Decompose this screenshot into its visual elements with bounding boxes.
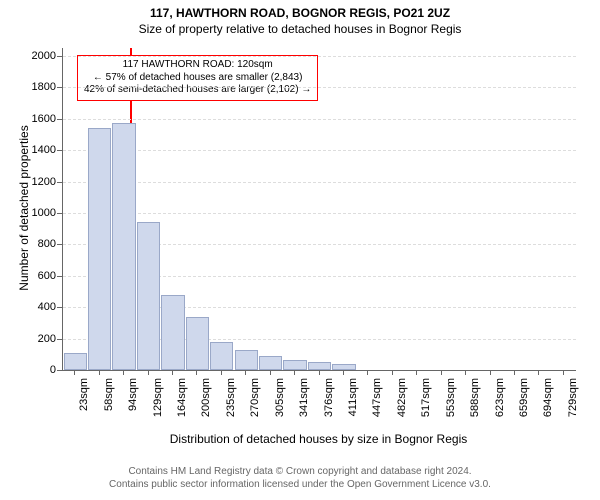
ytick-label: 1800: [16, 81, 56, 93]
ytick-mark: [57, 307, 62, 308]
ytick-mark: [57, 339, 62, 340]
xtick-label: 623sqm: [494, 378, 506, 418]
bar: [88, 128, 111, 370]
ytick-mark: [57, 244, 62, 245]
chart-container: 117, HAWTHORN ROAD, BOGNOR REGIS, PO21 2…: [0, 0, 600, 500]
xtick-label: 447sqm: [371, 378, 383, 418]
ytick-label: 400: [16, 301, 56, 313]
gridline: [63, 56, 576, 57]
xtick-label: 305sqm: [274, 378, 286, 418]
annotation-line2: ← 57% of detached houses are smaller (2,…: [84, 72, 311, 85]
plot-area: 117 HAWTHORN ROAD: 120sqm ← 57% of detac…: [62, 48, 576, 371]
xtick-mark: [172, 370, 173, 375]
ytick-mark: [57, 87, 62, 88]
xtick-mark: [123, 370, 124, 375]
ytick-label: 1000: [16, 207, 56, 219]
bar: [161, 295, 184, 370]
xtick-label: 341sqm: [298, 378, 310, 418]
bar: [235, 350, 258, 370]
ytick-mark: [57, 276, 62, 277]
xtick-mark: [196, 370, 197, 375]
gridline: [63, 87, 576, 88]
xtick-mark: [563, 370, 564, 375]
xtick-label: 482sqm: [396, 378, 408, 418]
bar: [308, 362, 331, 370]
xtick-label: 94sqm: [127, 378, 139, 418]
ytick-label: 800: [16, 238, 56, 250]
x-axis-label: Distribution of detached houses by size …: [62, 432, 575, 446]
ytick-label: 0: [16, 364, 56, 376]
xtick-mark: [270, 370, 271, 375]
xtick-mark: [319, 370, 320, 375]
xtick-mark: [294, 370, 295, 375]
xtick-label: 694sqm: [542, 378, 554, 418]
footer-line1: Contains HM Land Registry data © Crown c…: [0, 466, 600, 479]
gridline: [63, 182, 576, 183]
annotation-box: 117 HAWTHORN ROAD: 120sqm ← 57% of detac…: [77, 55, 318, 101]
xtick-mark: [245, 370, 246, 375]
gridline: [63, 119, 576, 120]
xtick-label: 200sqm: [200, 378, 212, 418]
xtick-mark: [99, 370, 100, 375]
xtick-mark: [490, 370, 491, 375]
xtick-mark: [465, 370, 466, 375]
xtick-label: 270sqm: [249, 378, 261, 418]
bar: [112, 123, 135, 370]
xtick-label: 235sqm: [225, 378, 237, 418]
annotation-line3: 42% of semi-detached houses are larger (…: [84, 84, 311, 97]
xtick-mark: [221, 370, 222, 375]
ytick-mark: [57, 370, 62, 371]
xtick-mark: [74, 370, 75, 375]
xtick-label: 129sqm: [152, 378, 164, 418]
ytick-label: 1600: [16, 113, 56, 125]
xtick-mark: [416, 370, 417, 375]
xtick-mark: [514, 370, 515, 375]
bar: [210, 342, 233, 370]
xtick-mark: [392, 370, 393, 375]
xtick-label: 553sqm: [445, 378, 457, 418]
bar: [137, 222, 160, 370]
gridline: [63, 150, 576, 151]
ytick-mark: [57, 56, 62, 57]
ytick-label: 200: [16, 333, 56, 345]
ytick-mark: [57, 213, 62, 214]
footer-attribution: Contains HM Land Registry data © Crown c…: [0, 466, 600, 491]
xtick-label: 517sqm: [420, 378, 432, 418]
ytick-label: 600: [16, 270, 56, 282]
bar: [64, 353, 87, 370]
xtick-label: 23sqm: [78, 378, 90, 418]
xtick-label: 659sqm: [518, 378, 530, 418]
annotation-line1: 117 HAWTHORN ROAD: 120sqm: [84, 59, 311, 72]
ytick-label: 1200: [16, 176, 56, 188]
xtick-mark: [148, 370, 149, 375]
ytick-label: 2000: [16, 50, 56, 62]
bar: [259, 356, 282, 370]
bar: [283, 360, 306, 370]
xtick-mark: [367, 370, 368, 375]
gridline: [63, 213, 576, 214]
xtick-label: 164sqm: [176, 378, 188, 418]
xtick-label: 588sqm: [469, 378, 481, 418]
ytick-mark: [57, 182, 62, 183]
xtick-label: 376sqm: [323, 378, 335, 418]
footer-line2: Contains public sector information licen…: [0, 479, 600, 492]
xtick-label: 411sqm: [347, 378, 359, 418]
ytick-mark: [57, 119, 62, 120]
ytick-label: 1400: [16, 144, 56, 156]
xtick-mark: [343, 370, 344, 375]
bar: [186, 317, 209, 370]
xtick-label: 58sqm: [103, 378, 115, 418]
chart-subtitle: Size of property relative to detached ho…: [0, 20, 600, 36]
ytick-mark: [57, 150, 62, 151]
chart-title: 117, HAWTHORN ROAD, BOGNOR REGIS, PO21 2…: [0, 0, 600, 20]
xtick-mark: [538, 370, 539, 375]
xtick-mark: [441, 370, 442, 375]
xtick-label: 729sqm: [567, 378, 579, 418]
